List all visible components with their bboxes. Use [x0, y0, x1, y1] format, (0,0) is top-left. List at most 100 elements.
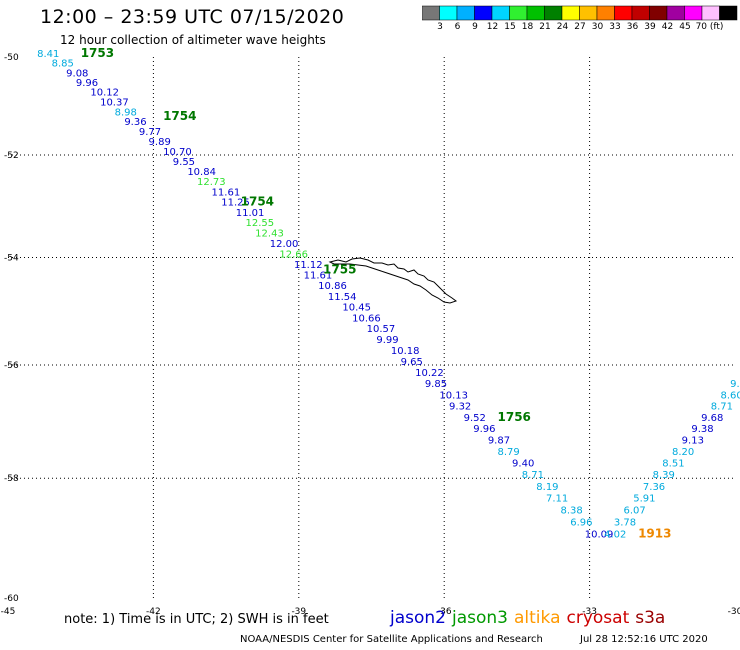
- swh-value: 8.39: [653, 470, 675, 481]
- swh-value: 7.11: [546, 494, 568, 505]
- swh-value: 9.96: [76, 78, 98, 89]
- swh-value: 10.09: [585, 529, 614, 540]
- swh-value: 11.25: [221, 198, 250, 209]
- color-scale-label: 6: [454, 22, 461, 32]
- swh-value: 10.12: [90, 88, 119, 99]
- swh-value: 8.85: [52, 59, 74, 70]
- lon-tick-label: -36: [437, 607, 452, 617]
- swh-value: 9.65: [401, 357, 423, 368]
- lat-tick-label: -54: [4, 253, 19, 263]
- swh-value: 9.40: [512, 459, 534, 470]
- lat-tick-label: -50: [4, 53, 19, 63]
- lat-tick-label: -56: [4, 361, 19, 371]
- swh-value: 9.55: [173, 157, 195, 168]
- legend-s3a: s3a: [635, 608, 666, 628]
- swh-value: 9.68: [701, 413, 723, 424]
- swh-value: 12.43: [255, 229, 284, 240]
- color-scale-label: 70 (ft): [695, 22, 724, 32]
- swh-value: 3.78: [614, 517, 636, 528]
- swh-value: 10.57: [367, 324, 396, 335]
- swh-value: 11.12: [294, 260, 323, 271]
- credit-timestamp: Jul 28 12:52:16 UTC 2020: [580, 634, 708, 645]
- color-scale-label: 33: [609, 22, 621, 32]
- swh-value: 9.96: [473, 424, 495, 435]
- legend-altika: altika: [514, 608, 561, 628]
- swh-value: 8.71: [711, 402, 733, 413]
- swh-value: 9.87: [488, 436, 510, 447]
- color-scale-label: 45: [679, 22, 691, 32]
- swh-value: 10.66: [352, 313, 381, 324]
- color-swatch: [719, 5, 738, 21]
- pass-time-label: 1755: [323, 262, 356, 276]
- swh-value: 9.00: [730, 379, 740, 390]
- color-scale-label: 42: [661, 22, 674, 32]
- swh-value: 9.38: [691, 424, 713, 435]
- swh-value: 10.37: [100, 97, 129, 108]
- swh-value: 8.60: [720, 390, 740, 401]
- swh-value: 9.36: [124, 117, 146, 128]
- lat-tick-label: -60: [4, 594, 19, 604]
- swh-value: 9.32: [449, 402, 471, 413]
- swh-value: 10.70: [163, 147, 192, 158]
- swh-value: 8.19: [536, 482, 558, 493]
- lat-tick-label: -58: [4, 474, 19, 484]
- color-scale-label: 36: [626, 22, 639, 32]
- footer-note: note: 1) Time is in UTC; 2) SWH is in fe…: [64, 612, 329, 627]
- swh-value: 7.36: [643, 482, 665, 493]
- swh-value: 9.08: [66, 68, 88, 79]
- map-title: 12:00 – 23:59 UTC 07/15/2020: [40, 6, 345, 28]
- swh-value: 10.84: [187, 167, 216, 178]
- swh-value: 10.18: [391, 346, 420, 357]
- pass-time-label: 1753: [81, 46, 114, 60]
- lon-tick-label: -30: [728, 607, 740, 617]
- swh-value: 12.55: [245, 218, 274, 229]
- legend-jason3: jason3: [452, 608, 508, 628]
- axis-tick-labels: -45 -42 -39 -36 -33 -30 -50 -52 -54 -56 -58 -60: [1, 53, 740, 617]
- color-scale-label: 21: [539, 22, 551, 32]
- swh-value: 12.73: [197, 177, 226, 188]
- lon-tick-label: -33: [582, 607, 597, 617]
- legend-cryosat: cryosat: [566, 608, 630, 628]
- swh-value: 12.66: [279, 249, 308, 260]
- swh-value: 8.79: [498, 447, 520, 458]
- color-scale-label: 9: [472, 22, 478, 32]
- swh-value: 11.54: [328, 292, 357, 303]
- color-scale-label: 18: [521, 22, 534, 32]
- swh-value: 5.91: [633, 494, 655, 505]
- satellite-legend: jason2 jason3 altika cryosat s3a: [390, 608, 671, 628]
- swh-value: 9.89: [149, 137, 171, 148]
- color-scale-label: 12: [486, 22, 499, 32]
- lon-tick-label: -39: [291, 607, 306, 617]
- legend-jason2: jason2: [390, 608, 446, 628]
- lon-tick-label: -45: [1, 607, 16, 617]
- color-scale-bar: [422, 5, 738, 21]
- swh-value: 11.01: [236, 208, 265, 219]
- pass-time-label: 1754: [241, 195, 274, 209]
- lon-tick-label: -42: [146, 607, 161, 617]
- swh-value: 10.13: [439, 390, 468, 401]
- swh-value: 8.98: [115, 107, 137, 118]
- swh-value: 8.71: [522, 470, 544, 481]
- coastline-south-georgia: [328, 257, 458, 304]
- swh-value: 8.51: [662, 459, 684, 470]
- swh-value: 4.02: [604, 529, 626, 540]
- color-scale-label: 3: [437, 22, 443, 32]
- observation-labels: 8.418.859.089.9610.1210.378.989.369.779.…: [37, 46, 740, 540]
- color-scale-label: 27: [574, 22, 586, 32]
- swh-value: 8.38: [561, 505, 583, 516]
- swh-value: 12.00: [270, 239, 299, 250]
- swh-value: 8.41: [37, 49, 59, 60]
- swh-value: 9.99: [376, 335, 398, 346]
- swh-value: 9.77: [139, 127, 161, 138]
- pass-time-label: 1913: [638, 526, 671, 540]
- pass-time-label: 1754: [163, 109, 196, 123]
- swh-value: 9.13: [682, 436, 704, 447]
- swh-value: 9.52: [464, 413, 486, 424]
- map-subtitle: 12 hour collection of altimeter wave hei…: [60, 33, 326, 47]
- credit-text: NOAA/NESDIS Center for Satellite Applica…: [240, 634, 543, 645]
- pass-time-label: 1756: [498, 410, 531, 424]
- swh-value: 10.22: [415, 368, 444, 379]
- color-scale-label: 30: [591, 22, 604, 32]
- swh-value: 11.61: [212, 187, 241, 198]
- swh-value: 9.85: [425, 379, 447, 390]
